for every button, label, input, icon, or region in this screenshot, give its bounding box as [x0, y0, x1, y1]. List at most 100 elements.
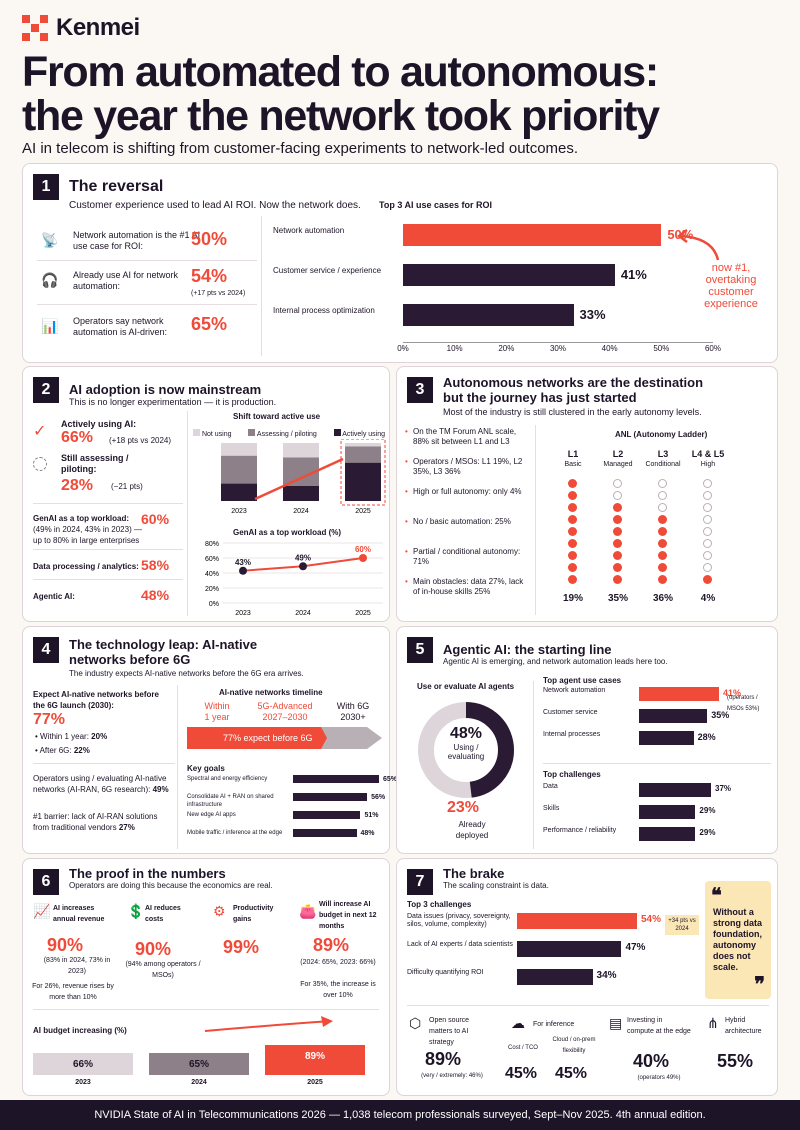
section-subtitle: Operators are doing this because the eco…	[69, 881, 273, 890]
ladder-dot	[658, 575, 667, 584]
genai-value: 60%	[141, 511, 170, 527]
footer: NVIDIA State of AI in Telecommunications…	[0, 1100, 800, 1130]
bar	[639, 731, 694, 745]
tl-label: 5G-Advanced	[257, 701, 313, 711]
chart-title: GenAI as a top workload (%)	[233, 528, 342, 537]
level-pct: 36%	[652, 593, 673, 604]
bullet-text: Partial / conditional autonomy: 71%	[413, 547, 521, 566]
bar	[293, 811, 361, 819]
section-number: 6	[33, 869, 59, 895]
kenmei-logo-icon	[22, 15, 48, 41]
network-icon: ⋔	[707, 1015, 719, 1031]
bullet-icon: •	[405, 427, 408, 436]
ladder-dot	[658, 563, 667, 572]
cloud-icon: ☁	[511, 1015, 525, 1031]
section-2-card: 2 AI adoption is now mainstream This is …	[22, 366, 390, 622]
bar	[639, 709, 708, 723]
level-name: L2	[612, 449, 624, 459]
stat-value: 54%	[191, 266, 228, 286]
bullet-text: No / basic automation: 25%	[413, 517, 511, 526]
page-subtitle: AI in telecom is shifting from customer-…	[22, 140, 579, 157]
bar-value-label: 33%	[579, 307, 606, 322]
proof-value: 90%	[47, 935, 84, 955]
x-tick-label: 60%	[704, 344, 721, 353]
roi-bar	[403, 224, 662, 246]
bottom-value: 45%	[505, 1065, 538, 1082]
stat-note: (+17 pts vs 2024)	[191, 290, 246, 297]
title-line: The technology leap: AI-native	[69, 637, 258, 652]
section-5-card: 5 Agentic AI: the starting line Agentic …	[396, 626, 778, 854]
cube-icon: ⬡	[409, 1015, 422, 1031]
bullet-item: • Operators / MSOs: L1 19%, L2 35%, L3 36…	[405, 457, 529, 477]
x-tick-label: 2023	[231, 508, 247, 515]
timeline-arrow	[187, 727, 382, 749]
proof-note: (2024: 65%, 2023: 66%)	[300, 959, 376, 966]
data-label: 60%	[355, 545, 371, 554]
operators-label: Operators using / evaluating AI-native n…	[33, 774, 167, 794]
level-pct: 4%	[700, 593, 716, 604]
bottom-note: (operators 49%)	[637, 1075, 681, 1081]
ladder-dot	[568, 539, 577, 548]
bar	[293, 775, 379, 783]
donut-label: Using / evaluating	[447, 743, 485, 761]
stat-label: Already use AI for network automation:	[73, 270, 179, 291]
brand-name: Kenmei	[56, 14, 140, 41]
legend-label: Assessing / piloting	[256, 431, 317, 438]
section-subtitle: The industry expects AI-native networks …	[69, 669, 304, 678]
goals-title: Key goals	[187, 764, 225, 773]
ladder-dot	[703, 479, 712, 488]
operators-text: Operators using / evaluating AI-native n…	[33, 773, 175, 795]
ladder-dot	[568, 503, 577, 512]
level-desc: High	[700, 461, 716, 468]
bar-value-label: 48%	[360, 830, 375, 837]
proof-note: (83% in 2024, 73% in 2023)	[43, 957, 111, 975]
coin-icon: 💲	[127, 903, 145, 919]
ladder-dot	[658, 551, 667, 560]
bottom-sub: Cloud / on-prem flexibility	[552, 1037, 596, 1054]
bar-category-label: Data	[543, 783, 558, 790]
section-subtitle: Customer experience used to lead AI ROI.…	[69, 200, 361, 211]
level-desc: Managed	[603, 461, 633, 468]
ladder-dot	[613, 527, 622, 536]
timeline-arrow-label: 77% expect before 6G	[223, 733, 313, 743]
roi-bar-chart: Network automation 50% Customer service / …	[273, 214, 721, 354]
ladder-dot	[658, 539, 667, 548]
bullet-item: • No / basic automation: 25%	[405, 517, 529, 527]
bar-value-label: 37%	[715, 784, 732, 793]
bar	[517, 913, 637, 929]
x-tick-label: 40%	[601, 344, 618, 353]
after-label: After 6G:	[39, 746, 72, 755]
proof-value: 90%	[135, 939, 172, 959]
ladder-dot	[703, 491, 712, 500]
check-circle-icon: ✓	[33, 423, 47, 440]
ladder-dot	[658, 527, 667, 536]
y-tick-label: 60%	[205, 556, 219, 563]
ladder-dot	[613, 539, 622, 548]
section-3-card: 3 Autonomous networks are the destinatio…	[396, 366, 778, 622]
x-tick-label: 2024	[295, 610, 311, 617]
section-number: 4	[33, 637, 59, 663]
bar	[639, 805, 696, 819]
section-title: The proof in the numbers	[69, 866, 226, 881]
section-title: AI adoption is now mainstream	[69, 382, 262, 397]
within-line: • Within 1 year: 20%	[35, 732, 108, 741]
shift-legend: Not using Assessing / piloting Actively …	[193, 429, 385, 438]
piloting-note: (−21 pts)	[111, 482, 143, 491]
annotation-arrow-icon	[676, 229, 720, 261]
stack-segment	[345, 443, 381, 447]
bar-value-label: 54%	[641, 914, 662, 925]
legend-label: Not using	[201, 431, 232, 438]
ch-title: Top challenges	[543, 770, 601, 779]
stat-label: Operators say network automation is AI-d…	[73, 316, 168, 337]
proof-value: 99%	[223, 937, 260, 957]
agentic-label: Agentic AI:	[33, 592, 75, 601]
bullet-icon: •	[405, 577, 408, 586]
barrier-label: #1 barrier: lack of AI-RAN solutions fro…	[33, 812, 158, 832]
level-name: L3	[657, 449, 669, 459]
bar	[293, 793, 368, 801]
page-title: From automated to autonomous: the year t…	[22, 50, 792, 138]
stat-label: Network automation is the #1 AI use case…	[73, 230, 201, 251]
stack-segment	[221, 455, 257, 484]
agents-donut-chart	[418, 702, 514, 798]
piloting-value: 28%	[61, 477, 94, 494]
